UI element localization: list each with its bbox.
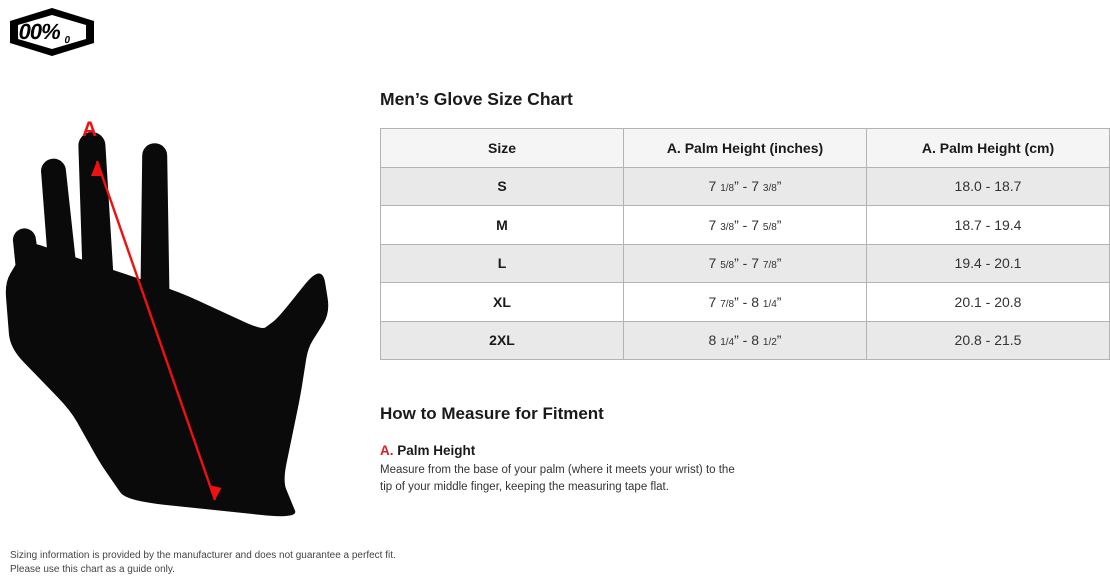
svg-text:100%: 100% xyxy=(10,19,63,44)
